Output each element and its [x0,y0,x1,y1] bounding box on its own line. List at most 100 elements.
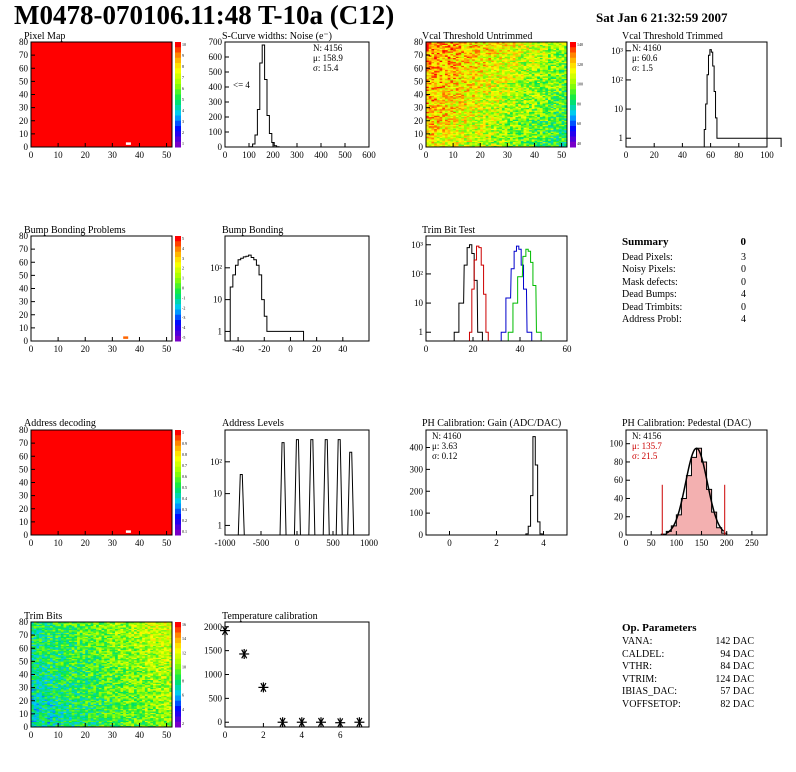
vcal-untrimmed-cell [507,47,511,49]
vcal-untrimmed-cell [545,57,549,60]
vcal-untrimmed-cell [507,87,511,90]
vcal-untrimmed-cell [542,69,546,72]
vcal-untrimmed-cell [539,57,543,60]
vcal-untrimmed-cell [499,55,503,57]
trim-bits-cell [33,641,37,644]
vcal-untrimmed-cell [482,87,486,90]
vcal-untrimmed-cell [518,111,522,114]
vcal-untrimmed-cell [520,89,524,91]
trim-bits-cell [36,683,40,686]
vcal-untrimmed-cell [458,98,462,101]
bump-map-xtick-label: 30 [108,344,118,354]
vcal-untrimmed-cell [518,127,522,129]
scurve-ytick-label: 700 [209,37,223,47]
vcal-untrimmed-cell [493,76,497,78]
vcal-untrimmed-cell [542,85,546,87]
vcal-untrimmed-cell [531,98,535,101]
vcal-untrimmed-cell [466,140,470,143]
vcal-untrimmed-cell [496,145,500,148]
trim-bits-cell [41,664,45,666]
vcal-untrimmed-cell [515,43,519,45]
vcal-untrimmed-cell [458,51,462,53]
vcal-untrimmed-cell [550,97,554,99]
vcal-untrimmed-cell [539,60,543,62]
vcal-untrimmed-cell [534,94,538,97]
vcal-untrimmed-cell [518,123,522,125]
vcal-untrimmed-cell [515,116,519,119]
vcal-untrimmed-cell [534,60,538,62]
vcal-untrimmed-cell [436,57,440,60]
vcal-untrimmed-cell [477,45,481,48]
vcal-untrimmed-cell [466,69,470,72]
vcal-untrimmed-cell [512,120,516,123]
vcal-untrimmed-cell [466,103,470,106]
vcal-untrimmed-cell [466,73,470,76]
vcal-untrimmed-cell [539,68,543,70]
vcal-untrimmed-cell [493,93,497,95]
trim-bits-cell [31,643,35,645]
scurve-xtick-label: 500 [338,150,352,160]
vcal-untrimmed-cell [531,141,535,144]
vcal-untrimmed-cell [512,42,516,44]
vcal-untrimmed-cell [539,52,543,55]
vcal-untrimmed-cell [537,52,541,55]
vcal-untrimmed-cell [561,74,565,77]
pixel-map-palette-label: 4 [182,108,184,113]
vcal-untrimmed-cell [482,47,486,49]
vcal-untrimmed-cell [450,68,454,70]
vcal-untrimmed-cell [529,90,533,93]
bump-map-palette-cell [175,262,181,268]
vcal-untrimmed-cell [426,108,430,111]
vcal-untrimmed-cell [501,105,505,107]
vcal-untrimmed-cell [545,127,549,129]
vcal-untrimmed-cell [466,57,470,60]
vcal-untrimmed-cell [436,133,440,136]
vcal-untrimmed-cell [447,87,451,90]
vcal-untrimmed-cell [512,90,516,93]
vcal-untrimmed-cell [461,42,465,44]
vcal-untrimmed-cell [515,141,519,144]
vcal-untrimmed-cell [491,52,495,55]
vcal-untrimmed-cell [496,116,500,119]
vcal-untrimmed-cell [450,42,454,44]
vcal-untrimmed-cell [436,141,440,144]
vcal-untrimmed-cell [501,135,505,137]
vcal-untrimmed-cell [491,143,495,145]
vcal-untrimmed-cell [501,61,505,64]
vcal-untrimmed-cell [458,99,462,102]
vcal-untrimmed-cell [436,89,440,91]
vcal-untrimmed-cell [466,44,470,47]
vcal-untrimmed-cell [499,118,503,120]
vcal-untrimmed-cell [501,110,505,112]
bump-bonding-xtick-label: -20 [258,344,270,354]
trim-bits-cell [41,677,45,679]
vcal-untrimmed-cell [556,57,560,60]
trim-bits-cell [36,669,40,671]
vcal-untrimmed-cell [488,85,492,87]
vcal-untrimmed-cell [477,112,481,115]
vcal-untrimmed-cell [428,61,432,64]
vcal-untrimmed-cell [491,145,495,148]
trim-bits-cell [39,699,43,702]
vcal-untrimmed-cell [472,73,476,76]
vcal-untrimmed-cell [485,122,489,124]
vcal-untrimmed-cell [428,98,432,101]
vcal-untrimmed-cell [493,118,497,120]
vcal-untrimmed-cell [564,76,568,78]
vcal-untrimmed-cell [545,110,549,112]
vcal-untrimmed-cell [480,144,484,146]
vcal-untrimmed-cell [485,42,489,44]
vcal-untrimmed-cell [436,98,440,101]
vcal-untrimmed-cell [428,99,432,102]
vcal-untrimmed-cell [539,65,543,68]
vcal-untrimmed-cell [482,105,486,107]
vcal-untrimmed-cell [474,102,478,104]
vcal-untrimmed-cell [453,94,457,97]
vcal-untrimmed-cell [550,45,554,48]
vcal-untrimmed-cell [444,111,448,114]
vcal-untrimmed-cell [482,48,486,51]
scurve-ytick-label: 0 [218,142,223,152]
vcal-untrimmed-cell [469,63,473,65]
vcal-untrimmed-cell [493,137,497,140]
vcal-untrimmed-cell [507,111,511,114]
